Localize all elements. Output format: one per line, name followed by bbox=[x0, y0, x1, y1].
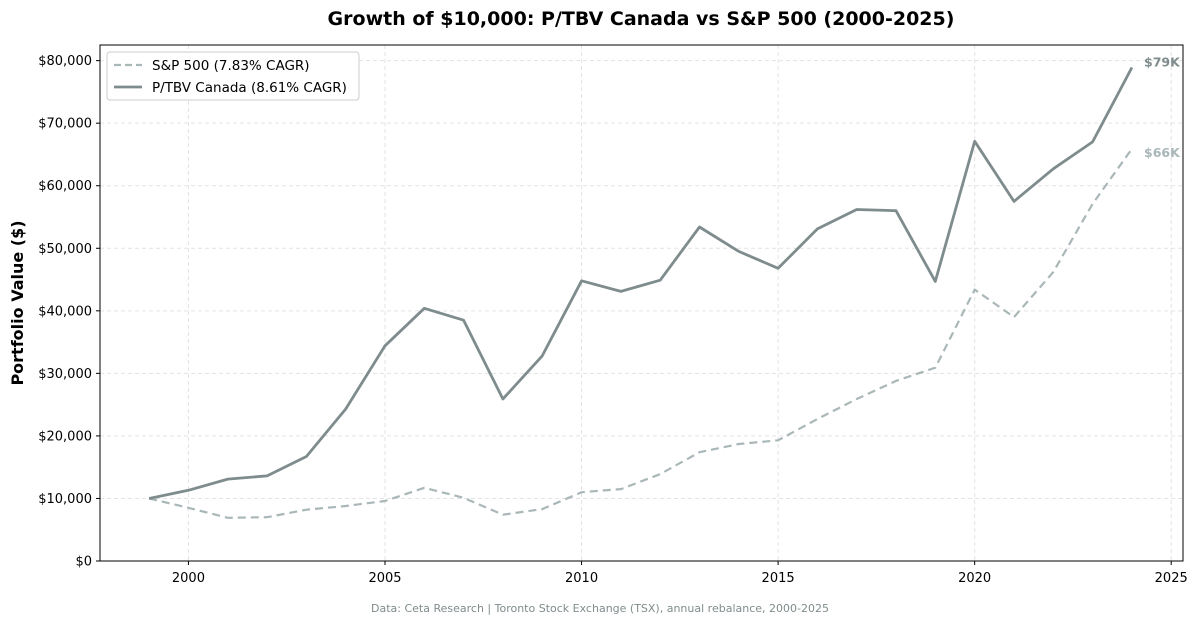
x-tick-label: 2020 bbox=[958, 571, 991, 586]
x-tick-label: 2010 bbox=[565, 571, 598, 586]
chart-title: Growth of $10,000: P/TBV Canada vs S&P 5… bbox=[328, 8, 955, 30]
x-tick-label: 2025 bbox=[1155, 571, 1188, 586]
y-axis-label: Portfolio Value ($) bbox=[8, 220, 27, 385]
source-note: Data: Ceta Research | Toronto Stock Exch… bbox=[371, 602, 829, 615]
gridlines bbox=[100, 45, 1183, 562]
x-tick-label: 2005 bbox=[368, 571, 401, 586]
end-label-ptbv: $79K bbox=[1144, 55, 1181, 70]
series-line-sp500 bbox=[148, 148, 1133, 519]
y-tick-label: $80,000 bbox=[38, 54, 92, 69]
legend-label-ptbv: P/TBV Canada (8.61% CAGR) bbox=[152, 80, 347, 96]
x-tick-label: 2015 bbox=[762, 571, 795, 586]
series-lines bbox=[148, 66, 1134, 519]
y-tick-label: $60,000 bbox=[38, 179, 92, 194]
y-tick-label: $40,000 bbox=[38, 304, 92, 319]
y-tick-label: $10,000 bbox=[38, 492, 92, 507]
legend: S&P 500 (7.83% CAGR) P/TBV Canada (8.61%… bbox=[106, 51, 360, 101]
series-line-ptbv bbox=[148, 66, 1134, 500]
y-tick-label: $50,000 bbox=[38, 242, 92, 257]
legend-box bbox=[106, 51, 360, 101]
legend-label-sp500: S&P 500 (7.83% CAGR) bbox=[152, 58, 310, 74]
y-tick-label: $20,000 bbox=[38, 429, 92, 444]
y-tick-label: $0 bbox=[75, 555, 92, 570]
axis-ticks: $0 $10,000 $20,000 $30,000 $40,000 $50,000 $60… bbox=[38, 54, 1188, 586]
y-tick-label: $30,000 bbox=[38, 367, 92, 382]
y-tick-label: $70,000 bbox=[38, 117, 92, 132]
plot-frame bbox=[99, 44, 1184, 562]
end-label-sp500: $66K bbox=[1144, 145, 1181, 160]
x-tick-label: 2000 bbox=[172, 571, 205, 586]
